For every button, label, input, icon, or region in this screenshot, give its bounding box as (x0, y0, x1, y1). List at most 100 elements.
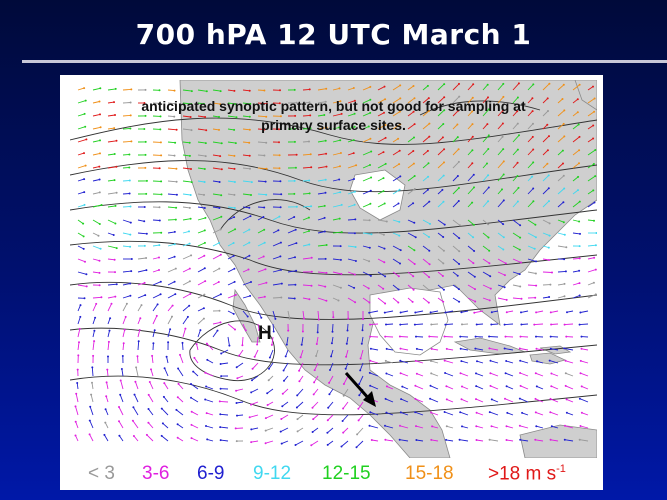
wind-vector-head (91, 381, 93, 384)
wind-vector (535, 439, 544, 442)
wind-vector-head (548, 359, 551, 362)
wind-vector-head (228, 344, 231, 347)
wind-vector-head (279, 255, 282, 258)
wind-vector (167, 316, 173, 325)
wind-vector (565, 360, 574, 364)
wind-vector (107, 341, 110, 351)
wind-vector (212, 102, 221, 105)
wind-vector (107, 205, 116, 208)
wind-vector-head (206, 438, 209, 441)
wind-vector (77, 304, 81, 312)
wind-vector (317, 101, 326, 104)
wind-vector-head (303, 317, 305, 320)
wind-vector (407, 271, 414, 277)
wind-vector-head (397, 288, 400, 291)
wind-vector (236, 362, 244, 368)
wind-vector-head (490, 398, 493, 401)
wind-vector (557, 98, 563, 104)
wind-vector-head (174, 267, 177, 270)
wind-vector (265, 440, 274, 444)
wind-vector (416, 348, 424, 351)
wind-vector (242, 193, 252, 196)
wind-vector (137, 269, 147, 273)
wind-vector-head (119, 393, 122, 396)
wind-vector (212, 293, 222, 299)
wind-vector (122, 270, 132, 273)
wind-vector (415, 360, 424, 364)
wind-vector-head (203, 193, 205, 196)
wind-vector-head (124, 315, 127, 318)
wind-vector-head (145, 269, 148, 272)
wind-vector (332, 258, 341, 261)
wind-vector (92, 126, 101, 130)
wind-vector-head (442, 174, 445, 177)
wind-vector-head (248, 228, 251, 231)
wind-vector (148, 422, 154, 429)
wind-vector-head (323, 216, 326, 219)
wind-vector (152, 244, 160, 247)
wind-vector-head (457, 109, 460, 112)
wind-vector-head (592, 163, 595, 165)
wind-vector (377, 258, 385, 263)
wind-vector (177, 437, 184, 442)
wind-vector (512, 245, 521, 251)
wind-vector (527, 232, 537, 238)
wind-vector (197, 329, 201, 338)
wind-vector (317, 166, 327, 169)
wind-vector-head (294, 256, 296, 259)
wind-vector-head (132, 435, 135, 437)
wind-vector-head (137, 340, 140, 343)
wind-vector-head (147, 408, 150, 410)
wind-vector-head (233, 216, 236, 219)
wind-vector-head (308, 230, 310, 232)
wind-vector (191, 437, 199, 442)
wind-vector-head (519, 372, 522, 374)
wind-vector (437, 109, 445, 117)
wind-vector-head (414, 359, 417, 362)
wind-vector (162, 423, 169, 429)
wind-vector-head (399, 359, 402, 362)
slide-title: 700 hPA 12 UTC March 1 (135, 18, 532, 51)
wind-vector-head (97, 234, 100, 237)
wind-vector (579, 398, 589, 403)
wind-vector (92, 179, 100, 182)
wind-vector-head (250, 281, 252, 283)
wind-vector-head (413, 188, 416, 190)
wind-vector-head (287, 329, 290, 332)
wind-vector-head (129, 205, 132, 208)
wind-vector-head (151, 354, 154, 357)
wind-vector-head (107, 340, 110, 343)
wind-vector-head (383, 311, 386, 314)
wind-vector-head (562, 174, 565, 177)
wind-vector (399, 439, 409, 442)
wind-vector (167, 231, 175, 234)
wind-vector (89, 434, 94, 442)
wind-vector (467, 271, 476, 278)
wind-vector-head (173, 89, 176, 92)
wind-vector-head (143, 102, 146, 104)
wind-vector-head (561, 149, 564, 152)
wind-vector-head (548, 135, 550, 138)
wind-vector (75, 421, 79, 429)
wind-vector (557, 283, 565, 286)
map-annotation: anticipated synoptic pattern, but not go… (70, 97, 597, 135)
wind-vector-head (145, 192, 148, 195)
wind-vector (491, 323, 499, 325)
wind-vector (317, 192, 326, 195)
wind-vector (269, 349, 274, 358)
wind-vector-head (98, 191, 101, 194)
wind-vector (220, 426, 229, 429)
wind-vector (227, 180, 235, 183)
wind-vector-head (502, 248, 505, 251)
wind-vector (257, 216, 264, 221)
wind-vector-head (414, 236, 417, 239)
wind-vector-head (504, 262, 507, 265)
wind-vector-head (244, 329, 247, 332)
wind-vector-head (78, 327, 81, 330)
wind-vector (257, 296, 265, 299)
wind-vector-head (177, 382, 180, 385)
wind-vector-head (472, 223, 475, 226)
wind-vector (557, 295, 565, 299)
wind-vector (491, 398, 499, 403)
wind-vector (257, 268, 266, 273)
